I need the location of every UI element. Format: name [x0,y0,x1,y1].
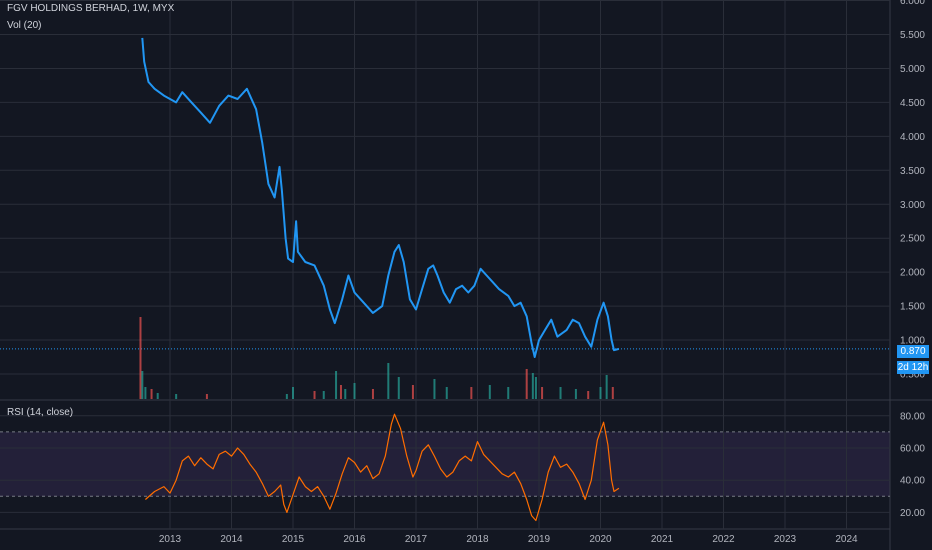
volume-bar [574,389,577,399]
volume-bar [387,363,390,399]
price-tick-label: 5.500 [900,30,925,41]
price-tick-label: 1.500 [900,302,925,313]
price-tick-label: 1.000 [900,336,925,347]
price-line [141,37,620,358]
volume-bar [175,394,178,399]
x-tick-label: 2023 [774,534,797,545]
volume-bar [541,387,544,399]
x-tick-label: 2020 [589,534,612,545]
x-tick-label: 2024 [835,534,858,545]
volume-bar [205,394,208,399]
volume-bar [322,391,325,399]
rsi-band [0,431,890,497]
volume-bar [534,377,537,399]
volume-bar [344,389,347,399]
volume-bars [139,317,614,399]
price-tick-label: 2.000 [900,268,925,279]
rsi-tick-label: 60.00 [900,444,925,455]
volume-bar [488,385,491,399]
axis-layer: 2013 2014 2015 2016 2017 2018 2019 2020 2021 2022… [159,0,926,545]
volume-bar [397,377,400,399]
x-tick-label: 2022 [712,534,735,545]
rsi-tick-label: 80.00 [900,411,925,422]
rsi-tick-label: 40.00 [900,476,925,487]
volume-indicator-label: Vol (20) [7,20,42,31]
volume-bar [150,389,153,399]
x-tick-label: 2015 [282,534,305,545]
volume-bar [433,379,436,399]
volume-bar [313,391,316,399]
volume-bar [144,387,147,399]
volume-bar [507,387,510,399]
volume-bar [411,385,414,399]
price-tick-label: 5.000 [900,64,925,75]
volume-bar [605,375,608,399]
rsi-band-layer [0,431,890,497]
price-tick-label: 4.500 [900,98,925,109]
x-tick-label: 2013 [159,534,182,545]
volume-bar [335,371,338,399]
volume-bar [470,387,473,399]
volume-bar [587,391,590,399]
symbol-title: FGV HOLDINGS BERHAD, 1W, MYX [7,3,175,14]
price-tick-label: 2.500 [900,234,925,245]
x-tick-label: 2018 [466,534,489,545]
rsi-indicator-label: RSI (14, close) [7,407,74,418]
price-tick-label: 3.000 [900,200,925,211]
volume-bar [531,373,534,399]
last-price-tag: 0.870 [897,345,929,358]
price-tick-label: 4.000 [900,132,925,143]
rsi-line [145,413,620,522]
volume-bar [139,317,142,399]
price-tick-label: 0.500 [900,370,925,381]
x-tick-label: 2014 [220,534,243,545]
volume-bar [371,389,374,399]
price-tick-label: 3.500 [900,166,925,177]
volume-bar [285,394,288,399]
volume-bar [559,387,562,399]
volume-bar [599,387,602,399]
price-tick-label: 6.000 [900,0,925,7]
volume-bar [353,383,356,399]
x-tick-label: 2016 [343,534,366,545]
rsi-series [145,413,620,522]
volume-bar [445,387,448,399]
rsi-tick-label: 20.00 [900,508,925,519]
x-tick-label: 2019 [528,534,551,545]
price-series [141,37,620,358]
x-tick-label: 2021 [651,534,674,545]
volume-bar [156,393,159,399]
volume-bar [141,371,144,399]
volume-bar [525,369,528,399]
volume-bar [339,385,342,399]
bar-countdown-tag: 2d 12h [897,361,929,374]
volume-bar [611,387,614,399]
x-tick-label: 2017 [405,534,428,545]
volume-bar [292,387,294,399]
